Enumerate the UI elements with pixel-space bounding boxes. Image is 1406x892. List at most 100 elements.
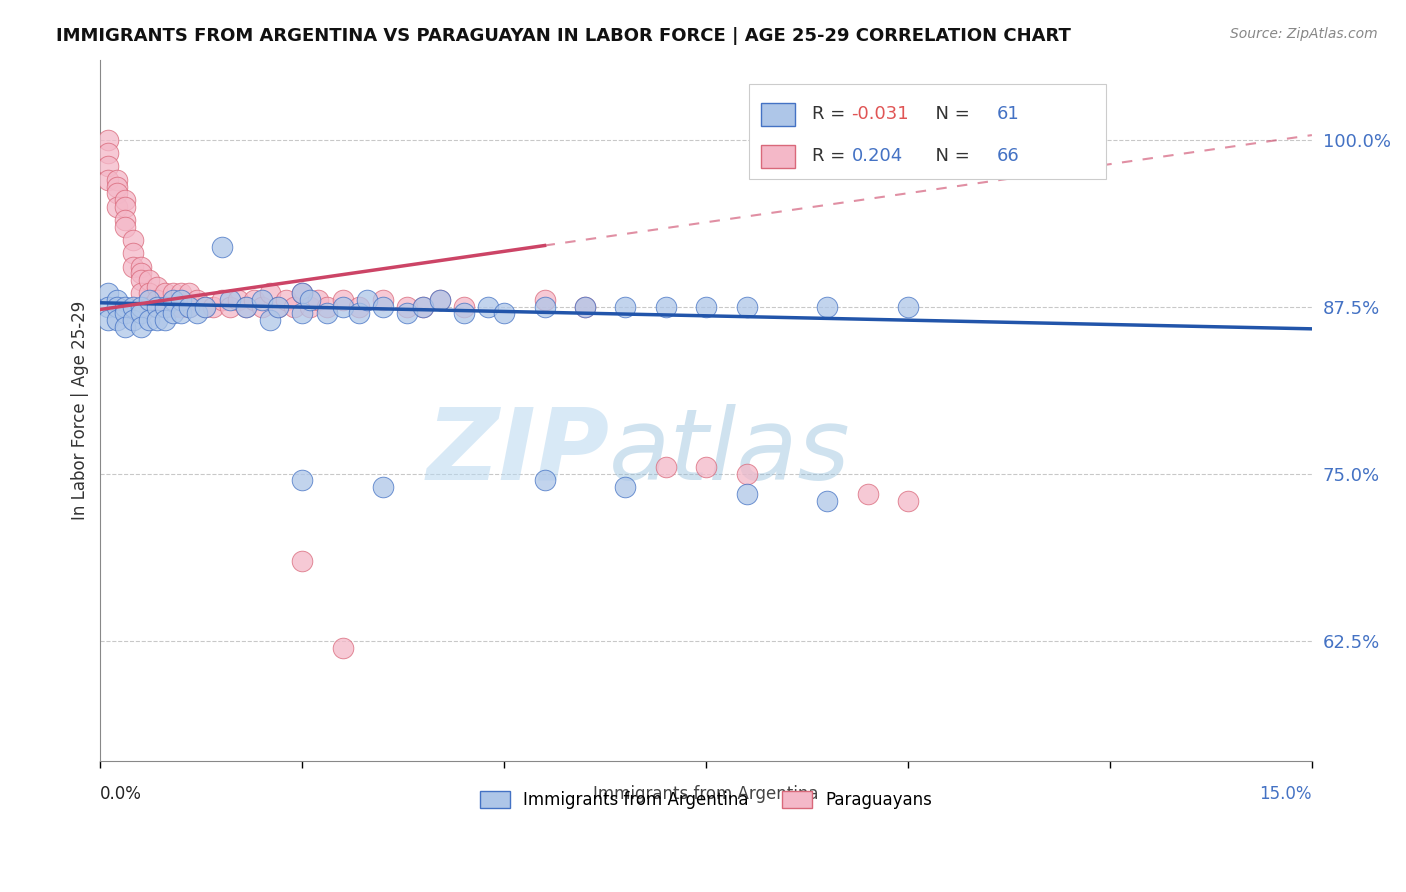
- Text: Immigrants from Argentina: Immigrants from Argentina: [593, 785, 818, 803]
- Point: [138, 273, 160, 287]
- Point: [856, 487, 879, 501]
- Point: [153, 300, 176, 314]
- Point: [153, 286, 176, 301]
- Point: [129, 319, 152, 334]
- Point: [129, 300, 152, 314]
- Point: [283, 300, 305, 314]
- Point: [429, 293, 451, 307]
- Point: [226, 293, 249, 307]
- Point: [97, 173, 120, 187]
- Point: [186, 293, 208, 307]
- Point: [146, 300, 169, 314]
- Text: IMMIGRANTS FROM ARGENTINA VS PARAGUAYAN IN LABOR FORCE | AGE 25-29 CORRELATION C: IMMIGRANTS FROM ARGENTINA VS PARAGUAYAN …: [56, 27, 1071, 45]
- Point: [267, 300, 290, 314]
- Point: [114, 300, 136, 314]
- Point: [695, 300, 717, 314]
- Point: [574, 300, 596, 314]
- Point: [146, 300, 169, 314]
- Point: [291, 286, 314, 301]
- Point: [153, 300, 176, 314]
- Point: [97, 146, 120, 161]
- Y-axis label: In Labor Force | Age 25-29: In Labor Force | Age 25-29: [72, 301, 89, 520]
- Point: [396, 306, 419, 320]
- Point: [105, 179, 128, 194]
- Point: [897, 300, 920, 314]
- Point: [429, 293, 451, 307]
- Point: [259, 286, 281, 301]
- Point: [97, 160, 120, 174]
- Point: [235, 300, 257, 314]
- Point: [105, 300, 128, 314]
- Point: [371, 480, 394, 494]
- Point: [218, 300, 240, 314]
- Point: [114, 200, 136, 214]
- Point: [179, 300, 201, 314]
- Point: [494, 306, 516, 320]
- Point: [412, 300, 434, 314]
- Point: [179, 300, 201, 314]
- Point: [533, 474, 555, 488]
- Point: [299, 300, 322, 314]
- Point: [347, 306, 370, 320]
- Point: [170, 286, 193, 301]
- Point: [453, 300, 475, 314]
- Point: [121, 313, 143, 327]
- Point: [138, 300, 160, 314]
- Point: [291, 306, 314, 320]
- Point: [211, 293, 233, 307]
- Point: [299, 293, 322, 307]
- Point: [218, 293, 240, 307]
- Point: [533, 300, 555, 314]
- Point: [250, 293, 273, 307]
- Text: R =: R =: [811, 104, 851, 122]
- Point: [735, 487, 758, 501]
- Point: [307, 293, 329, 307]
- Point: [97, 286, 120, 301]
- Point: [129, 260, 152, 274]
- FancyBboxPatch shape: [761, 145, 794, 169]
- Point: [735, 300, 758, 314]
- Point: [274, 293, 297, 307]
- Point: [138, 286, 160, 301]
- Text: 61: 61: [997, 104, 1019, 122]
- Point: [194, 300, 217, 314]
- Point: [114, 193, 136, 207]
- Point: [105, 186, 128, 201]
- Point: [259, 313, 281, 327]
- Point: [695, 460, 717, 475]
- Point: [121, 260, 143, 274]
- Point: [897, 493, 920, 508]
- Point: [146, 313, 169, 327]
- Point: [138, 313, 160, 327]
- Point: [162, 306, 184, 320]
- Point: [332, 640, 354, 655]
- Point: [243, 293, 266, 307]
- Point: [129, 273, 152, 287]
- Text: N =: N =: [924, 104, 976, 122]
- Point: [815, 300, 838, 314]
- Point: [121, 300, 143, 314]
- Text: 15.0%: 15.0%: [1260, 785, 1312, 803]
- Point: [129, 266, 152, 280]
- Point: [315, 306, 337, 320]
- Point: [574, 300, 596, 314]
- Point: [105, 313, 128, 327]
- Point: [235, 300, 257, 314]
- Point: [179, 286, 201, 301]
- Point: [105, 200, 128, 214]
- Point: [332, 293, 354, 307]
- Point: [170, 306, 193, 320]
- Point: [654, 300, 676, 314]
- Point: [114, 306, 136, 320]
- Point: [396, 300, 419, 314]
- Point: [614, 480, 637, 494]
- Point: [735, 467, 758, 481]
- Point: [146, 279, 169, 293]
- Point: [170, 300, 193, 314]
- Point: [186, 306, 208, 320]
- Point: [332, 300, 354, 314]
- Point: [114, 319, 136, 334]
- Text: Source: ZipAtlas.com: Source: ZipAtlas.com: [1230, 27, 1378, 41]
- Point: [97, 133, 120, 147]
- Point: [162, 300, 184, 314]
